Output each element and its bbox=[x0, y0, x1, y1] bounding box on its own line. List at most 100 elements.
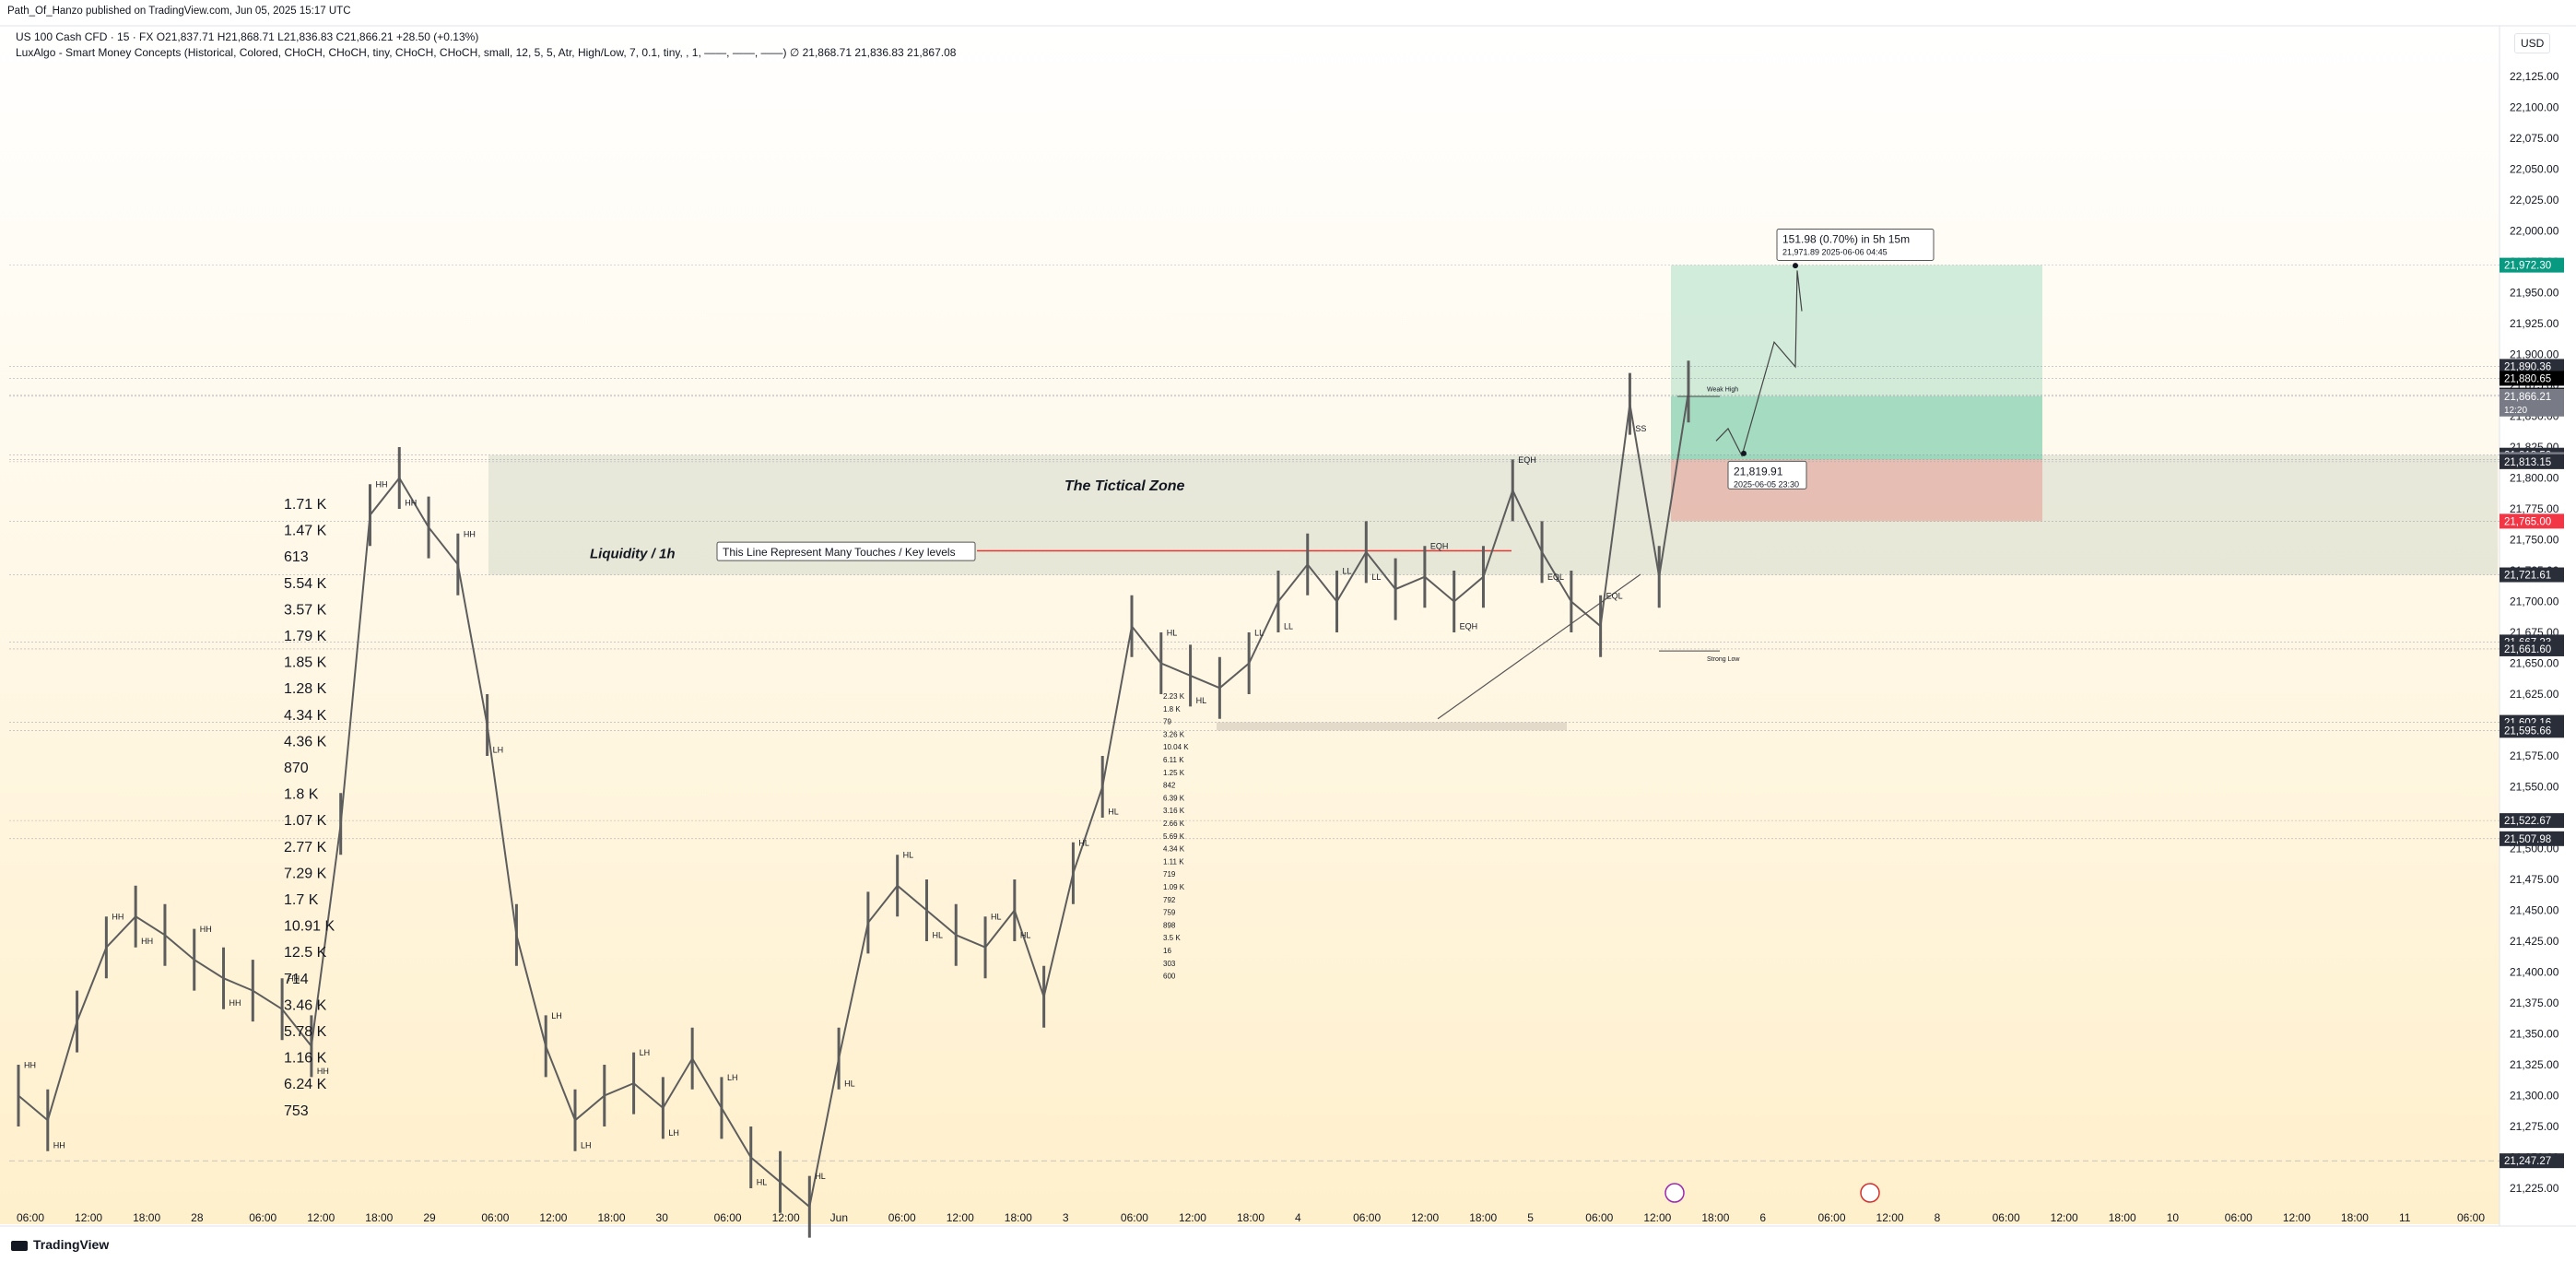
volume-left-value: 714 bbox=[284, 972, 309, 987]
structure-label: HH bbox=[200, 925, 212, 934]
volume-mid-value: 2.23 K bbox=[1163, 692, 1185, 701]
volume-mid-value: 842 bbox=[1163, 782, 1176, 790]
price-tick-label: 21,950.00 bbox=[2510, 287, 2559, 300]
price-tick-label: 21,550.00 bbox=[2510, 781, 2559, 794]
price-tick-label: 21,800.00 bbox=[2510, 472, 2559, 485]
volume-left-value: 613 bbox=[284, 549, 309, 565]
tradingview-footer[interactable]: TradingView bbox=[11, 1237, 109, 1252]
structure-label: SS bbox=[1635, 424, 1646, 433]
structure-label: HL bbox=[991, 913, 1002, 922]
time-tick-label: 12:00 bbox=[1876, 1211, 1904, 1224]
axis-price-label: 21,595.66 bbox=[2504, 725, 2551, 737]
axis-price-label: 21,972.30 bbox=[2504, 261, 2551, 272]
lower-zone bbox=[1217, 722, 1567, 731]
time-tick-label: 18:00 bbox=[133, 1211, 160, 1224]
time-tick-label: 12:00 bbox=[1411, 1211, 1439, 1224]
time-tick-label: 12:00 bbox=[1643, 1211, 1671, 1224]
volume-left-value: 870 bbox=[284, 761, 309, 776]
currency-label[interactable]: USD bbox=[2514, 33, 2551, 53]
volume-left-value: 1.28 K bbox=[284, 681, 327, 697]
time-tick-label: Jun bbox=[830, 1211, 848, 1224]
projection-line2: 21,971.89 2025-06-06 04:45 bbox=[1782, 248, 1888, 257]
structure-label: EQL bbox=[1547, 572, 1564, 582]
key-line-note-box bbox=[716, 541, 976, 561]
volume-left-value: 7.29 K bbox=[284, 866, 327, 881]
volume-mid-value: 5.69 K bbox=[1163, 832, 1185, 841]
axis-price-label-bg bbox=[2500, 371, 2564, 386]
structure-label: LH bbox=[668, 1128, 679, 1138]
volume-mid-value: 1.11 K bbox=[1163, 857, 1184, 866]
chart-background bbox=[0, 26, 2500, 1224]
axis-price-label: 21,661.60 bbox=[2504, 644, 2551, 655]
volume-mid-value: 79 bbox=[1163, 718, 1171, 726]
price-tick-label: 22,050.00 bbox=[2510, 163, 2559, 176]
time-tick-label: 06:00 bbox=[17, 1211, 44, 1224]
volume-mid-value: 759 bbox=[1163, 909, 1176, 917]
time-tick-label: 8 bbox=[1935, 1211, 1941, 1224]
time-tick-label: 12:00 bbox=[307, 1211, 335, 1224]
time-tick-label: 12:00 bbox=[772, 1211, 800, 1224]
structure-label: LL bbox=[1343, 567, 1352, 576]
axis-price-label: 21,721.61 bbox=[2504, 571, 2551, 582]
axis-price-label: 21,522.67 bbox=[2504, 816, 2551, 827]
axis-price-label-bg bbox=[2500, 257, 2564, 273]
volume-left-value: 1.7 K bbox=[284, 892, 319, 908]
indicator-line[interactable]: LuxAlgo - Smart Money Concepts (Historic… bbox=[16, 46, 957, 59]
time-tick-label: 18:00 bbox=[597, 1211, 625, 1224]
structure-label: LH bbox=[551, 1011, 562, 1020]
structure-label: LH bbox=[640, 1048, 651, 1057]
volume-mid-value: 10.04 K bbox=[1163, 743, 1189, 751]
axis-price-label-bg bbox=[2500, 641, 2564, 656]
time-tick-label: 30 bbox=[656, 1211, 669, 1224]
volume-mid-value: 1.25 K bbox=[1163, 769, 1185, 777]
volume-mid-value: 3.16 K bbox=[1163, 807, 1185, 815]
volume-mid-value: 792 bbox=[1163, 896, 1176, 904]
structure-label: EQL bbox=[1606, 591, 1623, 600]
volume-left-value: 3.57 K bbox=[284, 602, 327, 618]
target-zone-inner bbox=[1671, 395, 2042, 460]
axis-price-label-bg bbox=[2500, 831, 2564, 846]
price-tick-label: 21,425.00 bbox=[2510, 935, 2559, 948]
strong-low-label: Strong Low bbox=[1707, 656, 1740, 663]
price-tick-label: 21,400.00 bbox=[2510, 966, 2559, 979]
time-tick-label: 06:00 bbox=[2225, 1211, 2253, 1224]
ascending-trendline bbox=[1437, 573, 1641, 720]
price-tick-label: 21,325.00 bbox=[2510, 1058, 2559, 1071]
time-tick-label: 12:00 bbox=[1179, 1211, 1206, 1224]
projection-point bbox=[1793, 263, 1798, 269]
volume-left-value: 5.54 K bbox=[284, 576, 327, 592]
price-tick-label: 21,375.00 bbox=[2510, 997, 2559, 1009]
volume-mid-value: 16 bbox=[1163, 947, 1171, 955]
time-tick-label: 4 bbox=[1295, 1211, 1301, 1224]
structure-label: LH bbox=[727, 1073, 738, 1082]
price-tick-label: 21,775.00 bbox=[2510, 502, 2559, 515]
symbol-line[interactable]: US 100 Cash CFD · 15 · FX O21,837.71 H21… bbox=[16, 30, 479, 43]
axis-price-label-bg bbox=[2500, 723, 2564, 738]
weak-high-label: Weak High bbox=[1707, 387, 1738, 394]
volume-left-value: 10.91 K bbox=[284, 919, 335, 935]
structure-label: HH bbox=[112, 913, 124, 922]
structure-label: HL bbox=[932, 931, 943, 940]
volume-left-value: 1.8 K bbox=[284, 787, 319, 803]
price-tick-label: 22,000.00 bbox=[2510, 225, 2559, 238]
time-tick-label: 12:00 bbox=[2283, 1211, 2311, 1224]
structure-label: HL bbox=[844, 1079, 855, 1088]
time-tick-label: 6 bbox=[1759, 1211, 1766, 1224]
structure-label: HH bbox=[375, 480, 387, 489]
stop-zone bbox=[1671, 459, 2042, 522]
volume-left-value: 4.36 K bbox=[284, 734, 327, 749]
volume-left-value: 12.5 K bbox=[284, 945, 327, 961]
volume-left-value: 4.34 K bbox=[284, 708, 327, 724]
axis-price-label-bg bbox=[2500, 513, 2564, 529]
price-tick-label: 21,900.00 bbox=[2510, 348, 2559, 361]
axis-price-label-bg bbox=[2500, 359, 2564, 374]
volume-left-value: 1.47 K bbox=[284, 524, 327, 539]
time-tick-label: 28 bbox=[191, 1211, 204, 1224]
time-tick-label: 18:00 bbox=[365, 1211, 393, 1224]
time-tick-label: 18:00 bbox=[1469, 1211, 1497, 1224]
structure-label: HH bbox=[229, 998, 241, 1008]
volume-mid-value: 4.34 K bbox=[1163, 845, 1185, 854]
price-tick-label: 22,100.00 bbox=[2510, 101, 2559, 114]
